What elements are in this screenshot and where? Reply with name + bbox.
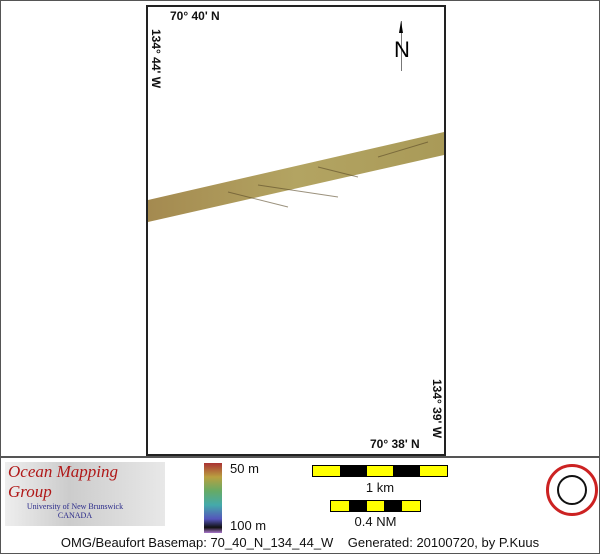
scale-km-label: 1 km xyxy=(365,480,395,495)
omg-logo: Ocean Mapping Group University of New Br… xyxy=(5,462,165,526)
logo-university: University of New Brunswick xyxy=(26,502,124,511)
footer: OMG/Beaufort Basemap: 70_40_N_134_44_W G… xyxy=(0,535,600,550)
swath-texture xyxy=(377,141,429,158)
lon-left-label: 134° 44' W xyxy=(149,29,163,89)
logo-country: CANADA xyxy=(57,511,93,520)
generated-info: Generated: 20100720, by P.Kuus xyxy=(347,535,540,550)
depth-max-label: 100 m xyxy=(230,518,267,533)
unb-seal-logo xyxy=(546,464,598,516)
swath-texture xyxy=(257,184,339,198)
scale-bar-km xyxy=(312,465,448,477)
north-arrow-icon: N xyxy=(392,21,412,71)
scale-nm-label: 0.4 NM xyxy=(354,514,397,529)
scale-bar-nm xyxy=(330,500,421,512)
depth-min-label: 50 m xyxy=(230,461,259,476)
swath-polygon xyxy=(148,132,444,222)
map-frame: 70° 40' N 134° 44' W 134° 39' W 70° 38' … xyxy=(146,5,446,456)
lon-right-label: 134° 39' W xyxy=(430,379,444,439)
logo-title: Ocean Mapping Group xyxy=(8,462,119,501)
bathymetry-swath xyxy=(148,132,444,222)
swath-texture xyxy=(317,166,359,178)
lat-top-label: 70° 40' N xyxy=(170,9,220,23)
legend-divider xyxy=(0,456,600,458)
north-label: N xyxy=(394,37,410,62)
swath-texture xyxy=(227,191,289,208)
lat-bottom-label: 70° 38' N xyxy=(370,437,420,451)
depth-colorbar xyxy=(204,463,222,533)
basemap-id: OMG/Beaufort Basemap: 70_40_N_134_44_W xyxy=(60,535,334,550)
